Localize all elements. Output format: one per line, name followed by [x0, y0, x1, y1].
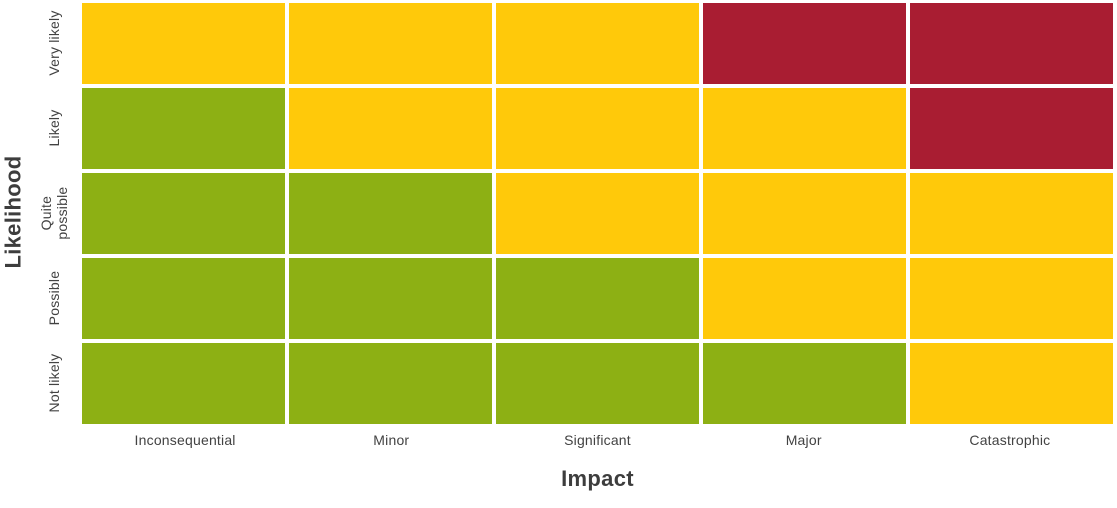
row-label-quite-possible: Quite possible: [26, 173, 82, 254]
risk-cell-quite-possible-significant: [496, 173, 699, 254]
col-label-inconsequential: Inconsequential: [134, 431, 236, 448]
col-label-major: Major: [785, 431, 822, 448]
risk-cell-possible-inconsequential: [82, 258, 285, 339]
row-label-text: Very likely: [45, 10, 62, 77]
risk-cell-very-likely-major: [703, 3, 906, 84]
risk-cell-possible-minor: [289, 258, 492, 339]
risk-cell-not-likely-inconsequential: [82, 343, 285, 424]
risk-cell-quite-possible-major: [703, 173, 906, 254]
risk-cell-not-likely-catastrophic: [910, 343, 1113, 424]
risk-cell-possible-significant: [496, 258, 699, 339]
risk-cell-likely-significant: [496, 88, 699, 169]
risk-cell-not-likely-significant: [496, 343, 699, 424]
risk-cell-not-likely-minor: [289, 343, 492, 424]
x-axis-tick-labels: Inconsequential Minor Significant Major Cata…: [82, 424, 1113, 455]
risk-cell-quite-possible-inconsequential: [82, 173, 285, 254]
risk-cell-possible-major: [703, 258, 906, 339]
row-label-text: Possible: [45, 271, 62, 326]
risk-cell-very-likely-minor: [289, 3, 492, 84]
risk-cell-quite-possible-catastrophic: [910, 173, 1113, 254]
risk-cell-likely-minor: [289, 88, 492, 169]
risk-cell-very-likely-catastrophic: [910, 3, 1113, 84]
row-label-likely: Likely: [26, 88, 82, 169]
matrix-grid: [82, 3, 1113, 424]
col-label-significant: Significant: [564, 431, 631, 448]
risk-cell-not-likely-major: [703, 343, 906, 424]
row-label-possible: Possible: [26, 258, 82, 339]
x-axis-title-text: Impact: [561, 465, 634, 491]
row-label-text: Not likely: [45, 354, 62, 413]
risk-cell-very-likely-inconsequential: [82, 3, 285, 84]
row-label-text: Likely: [45, 110, 62, 147]
risk-cell-likely-inconsequential: [82, 88, 285, 169]
y-axis-title-text: Likelihood: [0, 155, 25, 269]
risk-cell-likely-catastrophic: [910, 88, 1113, 169]
col-label-minor: Minor: [373, 431, 410, 448]
risk-cell-possible-catastrophic: [910, 258, 1113, 339]
row-label-very-likely: Very likely: [26, 3, 82, 84]
matrix-main-area: Inconsequential Minor Significant Major Cata…: [82, 0, 1117, 508]
row-label-not-likely: Not likely: [26, 343, 82, 424]
risk-cell-quite-possible-minor: [289, 173, 492, 254]
y-axis-title: Likelihood: [0, 0, 26, 424]
x-axis-title: Impact: [82, 455, 1113, 508]
y-axis-tick-labels: Very likely Likely Quite possible Possible N…: [26, 0, 82, 424]
risk-cell-very-likely-significant: [496, 3, 699, 84]
col-label-catastrophic: Catastrophic: [969, 431, 1051, 448]
row-label-text: Quite possible: [37, 187, 70, 240]
risk-cell-likely-major: [703, 88, 906, 169]
